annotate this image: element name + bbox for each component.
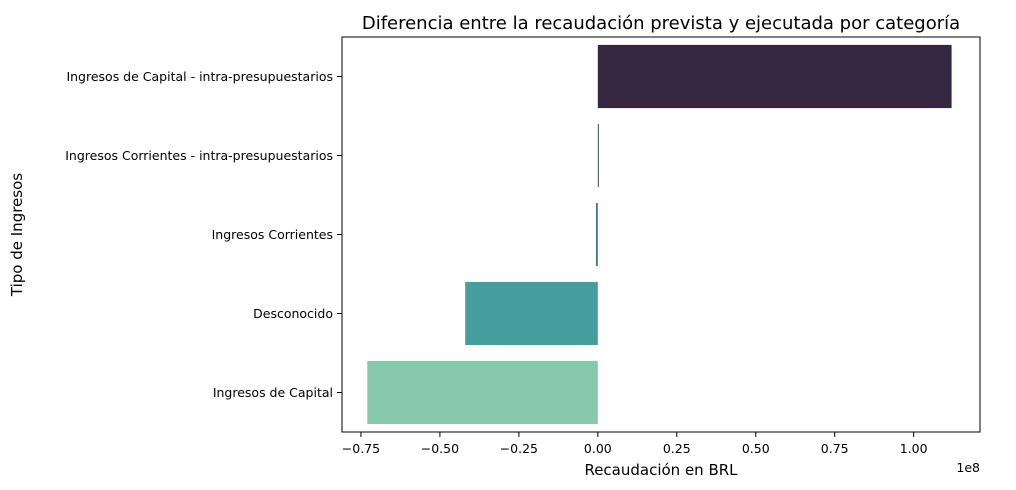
- bar-2: [595, 202, 598, 267]
- x-tick-label: −0.50: [421, 441, 459, 456]
- y-axis-ticks: Ingresos de Capital - intra-presupuestar…: [65, 69, 342, 400]
- y-tick-label: Ingresos de Capital - intra-presupuestar…: [66, 69, 333, 84]
- x-tick-label: 0.75: [821, 441, 849, 456]
- bar-0: [597, 44, 952, 109]
- chart-title: Diferencia entre la recaudación prevista…: [362, 13, 960, 34]
- bar-3: [465, 281, 598, 346]
- y-tick-label: Ingresos Corrientes: [212, 227, 333, 242]
- x-tick-label: −0.25: [500, 441, 538, 456]
- x-tick-label: 0.25: [663, 441, 691, 456]
- bars-group: [367, 44, 952, 425]
- y-tick-label: Desconocido: [253, 306, 333, 321]
- y-tick-label: Ingresos de Capital: [213, 385, 333, 400]
- x-tick-label: 0.50: [742, 441, 770, 456]
- x-tick-label: −0.75: [342, 441, 380, 456]
- x-axis-ticks: −0.75 −0.50 −0.25 0.00 0.25 0.50 0.75 1.00: [342, 432, 928, 456]
- bar-1: [597, 123, 599, 188]
- y-axis-label: Tipo de Ingresos: [8, 173, 26, 297]
- x-axis-label: Recaudación en BRL: [584, 461, 738, 479]
- x-tick-label: 1.00: [900, 441, 928, 456]
- bar-4: [367, 360, 598, 425]
- y-tick-label: Ingresos Corrientes - intra-presupuestar…: [65, 148, 333, 163]
- x-axis-offset-label: 1e8: [956, 460, 980, 475]
- x-tick-label: 0.00: [584, 441, 612, 456]
